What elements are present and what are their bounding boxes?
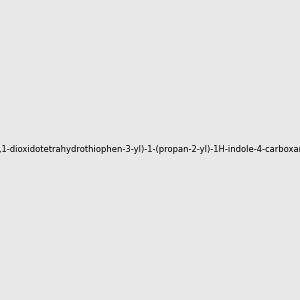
Text: N-(1,1-dioxidotetrahydrothiophen-3-yl)-1-(propan-2-yl)-1H-indole-4-carboxamide: N-(1,1-dioxidotetrahydrothiophen-3-yl)-1… — [0, 146, 300, 154]
